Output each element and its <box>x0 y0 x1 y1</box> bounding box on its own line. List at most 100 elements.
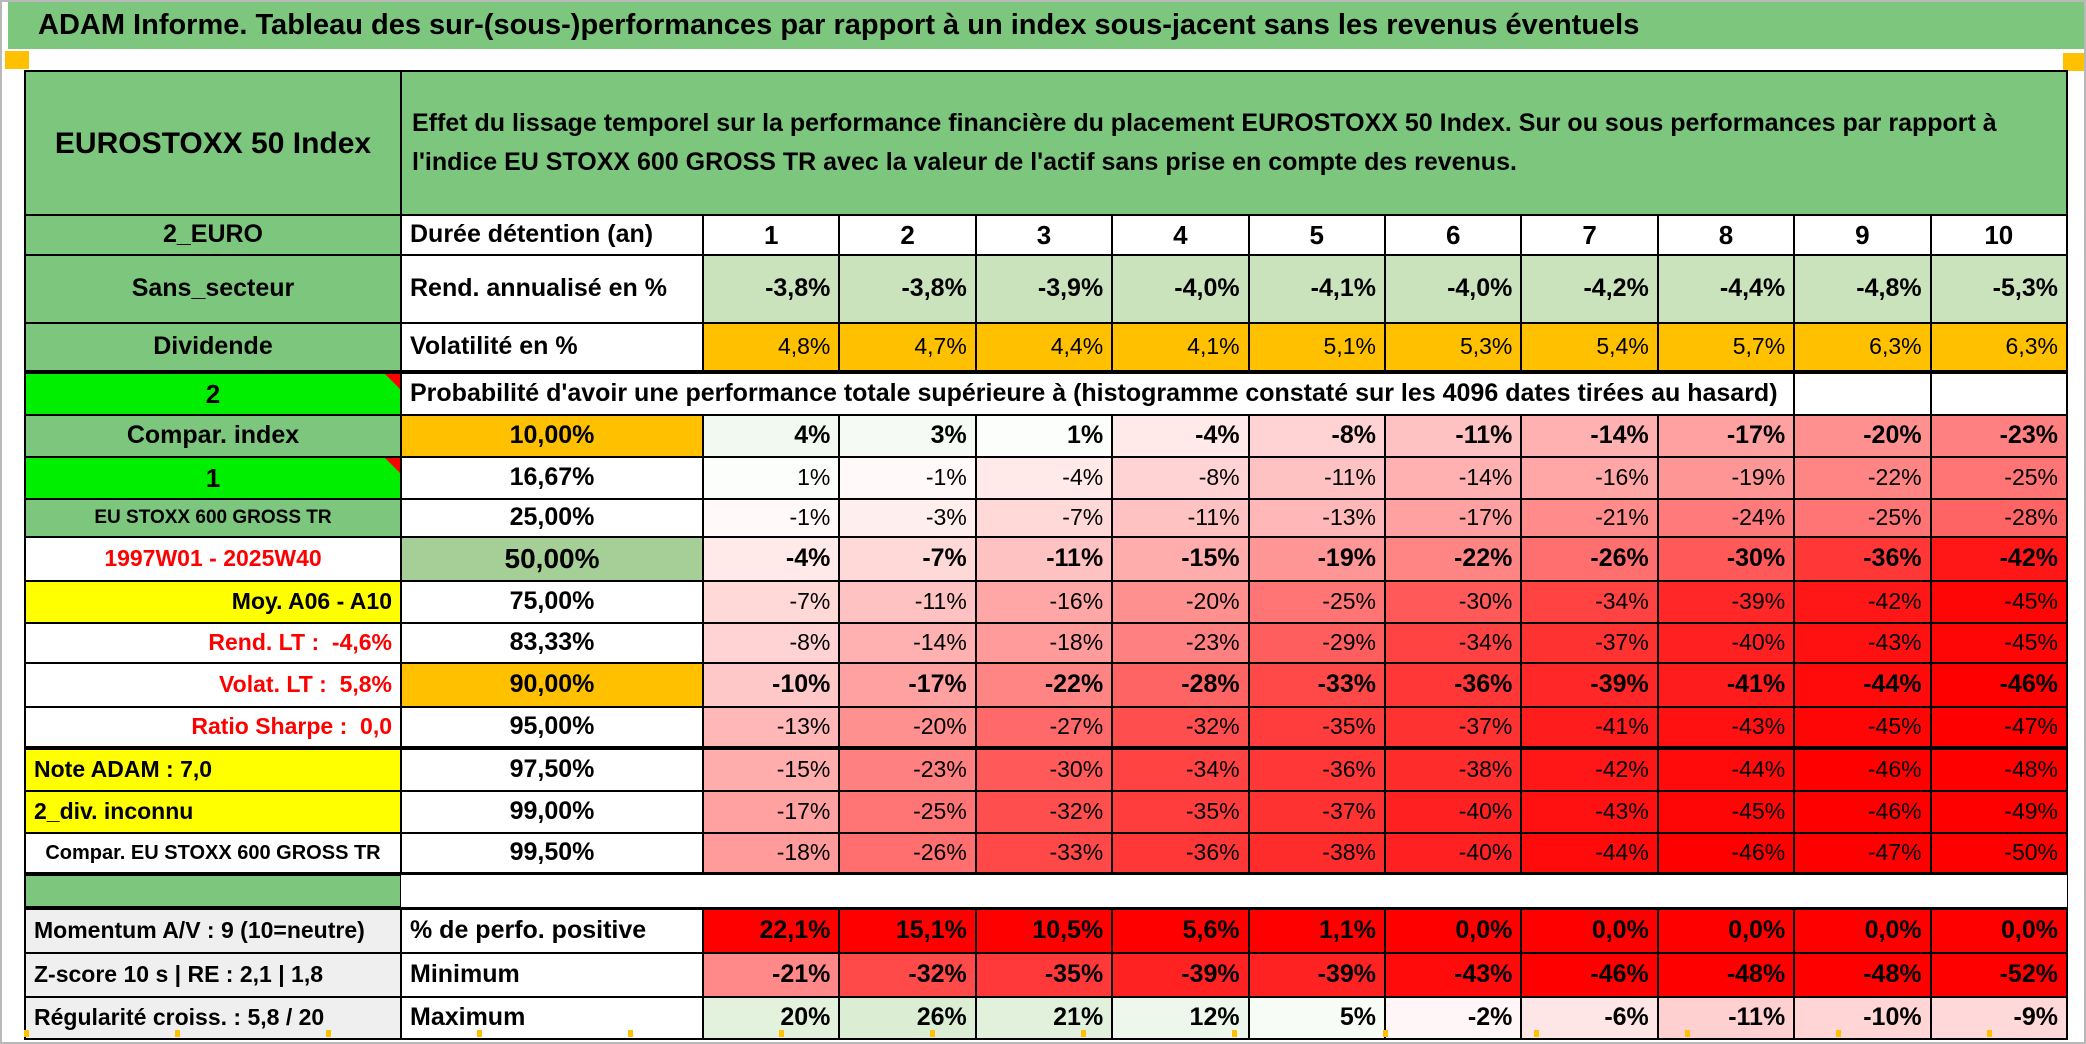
value-cell[interactable]: -52% <box>1930 953 2067 997</box>
value-cell[interactable]: -30% <box>1384 581 1522 623</box>
value-cell[interactable]: 1,1% <box>1248 909 1385 953</box>
row-label[interactable]: 1 <box>25 457 401 499</box>
value-cell[interactable]: -50% <box>1930 833 2067 873</box>
value-cell[interactable]: 4,8% <box>703 323 840 371</box>
value-cell[interactable]: -17% <box>1384 499 1522 537</box>
value-cell[interactable]: -28% <box>1930 499 2067 537</box>
value-cell[interactable]: -4,4% <box>1657 255 1795 323</box>
year-column-header[interactable]: 3 <box>975 215 1113 255</box>
probability-level-cell[interactable]: 75,00% <box>401 581 703 623</box>
value-cell[interactable]: -20% <box>1112 581 1249 623</box>
year-column-header[interactable]: 8 <box>1657 215 1795 255</box>
value-cell[interactable]: -44% <box>1521 833 1658 873</box>
year-column-header[interactable]: 4 <box>1112 215 1249 255</box>
value-cell[interactable]: 4% <box>703 415 840 457</box>
value-cell[interactable]: -13% <box>703 707 840 747</box>
value-cell[interactable]: -1% <box>703 499 840 537</box>
sheet-title-cell[interactable]: ADAM Informe. Tableau des sur-(sous-)per… <box>8 2 2084 49</box>
value-cell[interactable]: -32% <box>839 953 976 997</box>
value-cell[interactable]: -4,2% <box>1521 255 1658 323</box>
value-cell[interactable]: -39% <box>1657 581 1795 623</box>
value-cell[interactable]: -37% <box>1521 623 1658 663</box>
value-cell[interactable]: -44% <box>1794 663 1931 707</box>
value-cell[interactable]: 6,3% <box>1930 323 2067 371</box>
value-cell[interactable]: -39% <box>1112 953 1249 997</box>
year-column-header[interactable]: 7 <box>1521 215 1658 255</box>
value-cell[interactable]: -3,8% <box>839 255 976 323</box>
value-cell[interactable]: -49% <box>1930 791 2067 833</box>
value-cell[interactable]: -36% <box>1112 833 1249 873</box>
value-cell[interactable]: -11% <box>1112 499 1249 537</box>
value-cell[interactable]: -25% <box>1794 499 1931 537</box>
value-cell[interactable]: -45% <box>1930 581 2067 623</box>
value-cell[interactable]: -42% <box>1521 749 1658 791</box>
value-cell[interactable]: -19% <box>1657 457 1795 499</box>
row-label[interactable]: Compar. index <box>25 415 401 457</box>
row-label[interactable]: Compar. EU STOXX 600 GROSS TR <box>25 833 401 873</box>
probability-level-cell[interactable]: 50,00% <box>401 537 703 581</box>
row-label[interactable]: Z-score 10 s | RE : 2,1 | 1,8 <box>25 953 401 997</box>
row-label[interactable]: Moy. A06 - A10 <box>25 581 401 623</box>
row-label[interactable]: EU STOXX 600 GROSS TR <box>25 499 401 537</box>
value-cell[interactable]: -34% <box>1112 749 1249 791</box>
value-cell[interactable]: -43% <box>1794 623 1931 663</box>
value-cell[interactable]: -34% <box>1384 623 1522 663</box>
empty-cell[interactable] <box>1930 373 2067 415</box>
value-cell[interactable]: -22% <box>975 663 1113 707</box>
value-cell[interactable]: -4,0% <box>1112 255 1249 323</box>
value-cell[interactable]: -23% <box>1930 415 2067 457</box>
value-cell[interactable]: -46% <box>1657 833 1795 873</box>
value-cell[interactable]: 5,7% <box>1657 323 1795 371</box>
probability-banner[interactable]: Probabilité d'avoir une performance tota… <box>401 373 1795 415</box>
value-cell[interactable]: -4% <box>975 457 1113 499</box>
year-column-header[interactable]: 9 <box>1794 215 1931 255</box>
value-cell[interactable]: -14% <box>1521 415 1658 457</box>
value-cell[interactable]: 5,6% <box>1112 909 1249 953</box>
value-cell[interactable]: 4,1% <box>1112 323 1249 371</box>
value-cell[interactable]: -23% <box>1112 623 1249 663</box>
row-label[interactable]: 2 <box>25 373 401 415</box>
value-cell[interactable]: -11% <box>975 537 1113 581</box>
value-cell[interactable]: 5,4% <box>1521 323 1658 371</box>
value-cell[interactable]: 6,3% <box>1794 323 1931 371</box>
value-cell[interactable]: -27% <box>975 707 1113 747</box>
value-cell[interactable]: -44% <box>1657 749 1795 791</box>
value-cell[interactable]: 1% <box>975 415 1113 457</box>
index-name-cell[interactable]: EUROSTOXX 50 Index <box>25 71 401 215</box>
value-cell[interactable]: -20% <box>1794 415 1931 457</box>
value-cell[interactable]: 5,1% <box>1248 323 1385 371</box>
value-cell[interactable]: -8% <box>1248 415 1385 457</box>
value-cell[interactable]: -46% <box>1794 791 1931 833</box>
value-cell[interactable]: -7% <box>975 499 1113 537</box>
value-cell[interactable]: -25% <box>839 791 976 833</box>
value-cell[interactable]: -8% <box>703 623 840 663</box>
row-label[interactable]: Momentum A/V : 9 (10=neutre) <box>25 909 401 953</box>
value-cell[interactable]: -16% <box>1521 457 1658 499</box>
row-label[interactable]: Rend. LT : -4,6% <box>25 623 401 663</box>
column-header[interactable]: Durée détention (an) <box>401 215 703 255</box>
value-cell[interactable]: -7% <box>703 581 840 623</box>
value-cell[interactable]: -15% <box>703 749 840 791</box>
value-cell[interactable]: -17% <box>703 791 840 833</box>
value-cell[interactable]: -3,8% <box>703 255 840 323</box>
value-cell[interactable]: 10,5% <box>975 909 1113 953</box>
value-cell[interactable]: -29% <box>1248 623 1385 663</box>
value-cell[interactable]: -18% <box>975 623 1113 663</box>
value-cell[interactable]: -48% <box>1930 749 2067 791</box>
value-cell[interactable]: 0,0% <box>1384 909 1522 953</box>
value-cell[interactable]: -1% <box>839 457 976 499</box>
value-cell[interactable]: -40% <box>1657 623 1795 663</box>
value-cell[interactable]: -36% <box>1248 749 1385 791</box>
row-label[interactable]: 1997W01 - 2025W40 <box>25 537 401 581</box>
value-cell[interactable]: -41% <box>1657 663 1795 707</box>
value-cell[interactable]: 3% <box>839 415 976 457</box>
value-cell[interactable]: -43% <box>1657 707 1795 747</box>
value-cell[interactable]: -30% <box>1657 537 1795 581</box>
spacer-cell[interactable] <box>25 875 401 907</box>
value-cell[interactable]: -10% <box>703 663 840 707</box>
probability-level-cell[interactable]: 16,67% <box>401 457 703 499</box>
value-cell[interactable]: -30% <box>975 749 1113 791</box>
value-cell[interactable]: -38% <box>1248 833 1385 873</box>
value-cell[interactable]: -14% <box>839 623 976 663</box>
value-cell[interactable]: -16% <box>975 581 1113 623</box>
